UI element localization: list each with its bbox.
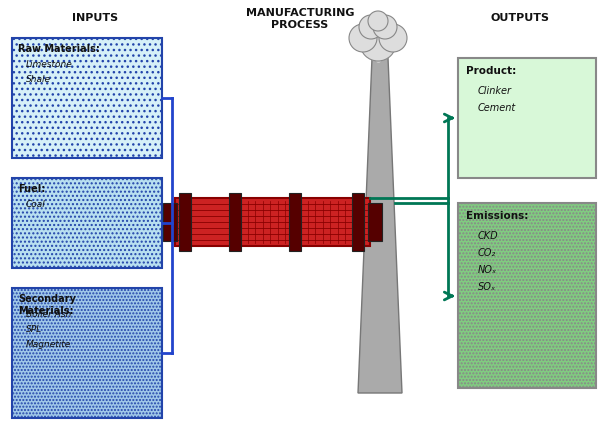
Bar [179, 193, 191, 251]
Bar [229, 193, 241, 251]
FancyBboxPatch shape [458, 58, 596, 178]
Circle shape [379, 24, 407, 52]
Circle shape [368, 11, 388, 31]
Bar [289, 193, 301, 251]
Circle shape [360, 25, 396, 61]
Circle shape [359, 15, 383, 39]
Bar [175, 198, 370, 246]
FancyBboxPatch shape [12, 178, 162, 268]
Circle shape [359, 15, 383, 39]
Bar [368, 203, 382, 241]
Text: Boiler Ash: Boiler Ash [26, 310, 71, 319]
Text: Raw Materials:: Raw Materials: [18, 44, 100, 54]
Text: Emissions:: Emissions: [466, 211, 528, 221]
Circle shape [349, 24, 377, 52]
Text: Clinker: Clinker [478, 86, 512, 96]
Text: Magnetite: Magnetite [26, 340, 71, 349]
Circle shape [349, 24, 377, 52]
Circle shape [373, 15, 397, 39]
Text: CO₂: CO₂ [478, 248, 496, 258]
Circle shape [379, 24, 407, 52]
FancyBboxPatch shape [12, 288, 162, 418]
Text: Product:: Product: [466, 66, 516, 76]
Text: Limestone: Limestone [26, 60, 73, 69]
Text: CKD: CKD [478, 231, 499, 241]
Text: Secondary
Materials:: Secondary Materials: [18, 294, 76, 315]
Bar [163, 203, 177, 241]
Text: NOₓ: NOₓ [478, 265, 497, 275]
FancyBboxPatch shape [458, 203, 596, 388]
Text: MANUFACTURING
PROCESS: MANUFACTURING PROCESS [246, 8, 354, 30]
Text: INPUTS: INPUTS [72, 13, 118, 23]
Circle shape [373, 15, 397, 39]
Text: Coal: Coal [26, 200, 46, 209]
Text: SOₓ: SOₓ [478, 282, 496, 292]
Circle shape [360, 25, 396, 61]
Text: Shale: Shale [26, 75, 51, 84]
FancyBboxPatch shape [12, 38, 162, 158]
Polygon shape [358, 58, 402, 393]
Text: OUTPUTS: OUTPUTS [490, 13, 549, 23]
Circle shape [368, 11, 388, 31]
Text: Cement: Cement [478, 103, 516, 113]
Text: SPL: SPL [26, 325, 42, 334]
Bar [352, 193, 364, 251]
Text: Fuel:: Fuel: [18, 184, 45, 194]
